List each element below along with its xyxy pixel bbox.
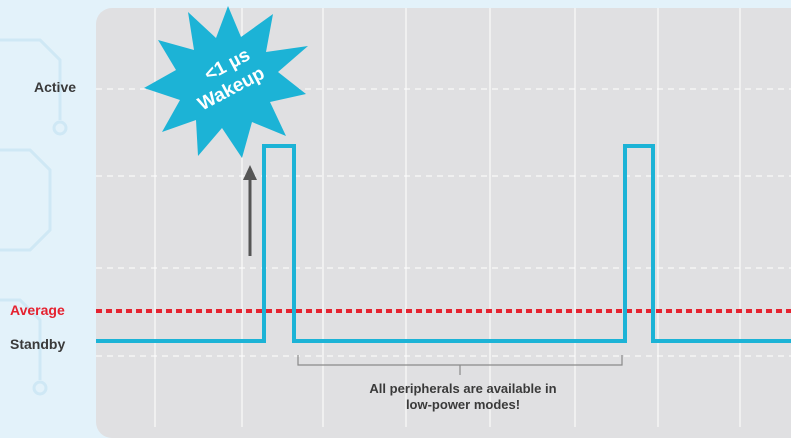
peripherals-bracket bbox=[297, 355, 623, 375]
power-timeline-diagram: <1 µs Wakeup bbox=[96, 6, 791, 427]
y-label-active: Active bbox=[34, 79, 77, 95]
y-label-standby: Standby bbox=[10, 336, 66, 352]
circuit-background-decoration bbox=[0, 38, 68, 396]
wakeup-starburst-callout: <1 µs Wakeup bbox=[144, 6, 308, 158]
note-line-2: low-power modes! bbox=[405, 397, 521, 412]
peripherals-note: All peripherals are available in low-pow… bbox=[296, 381, 630, 413]
note-line-1: All peripherals are available in bbox=[369, 381, 557, 396]
y-label-average: Average bbox=[10, 302, 65, 318]
wakeup-arrow-icon bbox=[243, 165, 257, 256]
power-signal-line bbox=[96, 144, 791, 343]
